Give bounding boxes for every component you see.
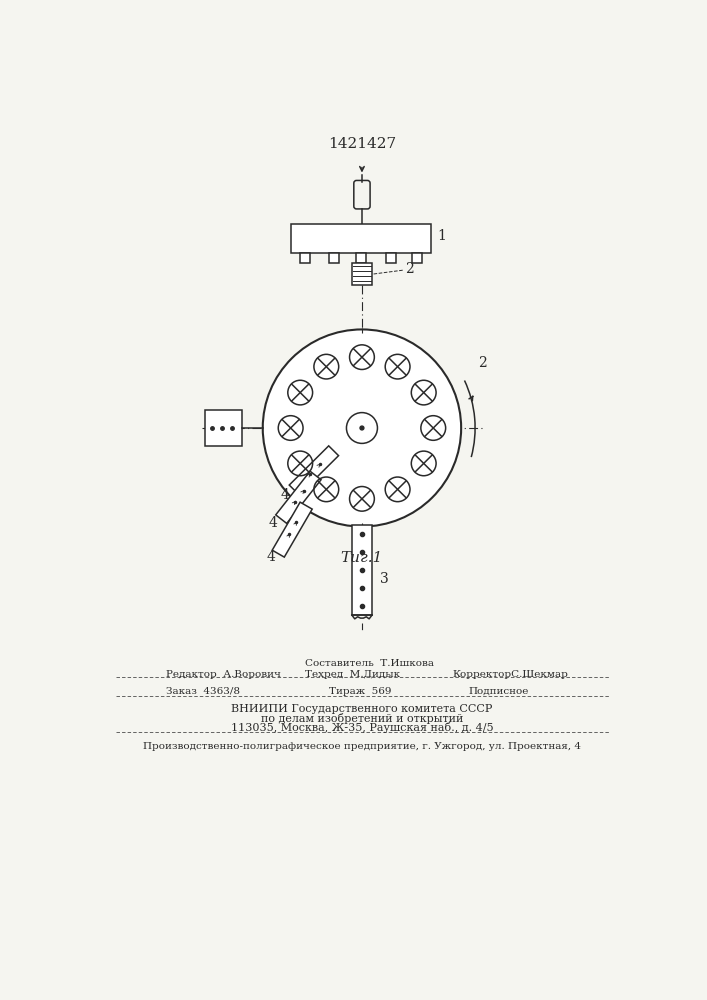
Text: Техред  М.Дидык: Техред М.Дидык [305, 670, 400, 679]
Text: 4: 4 [269, 516, 277, 530]
Text: КорректорС.Шекмар: КорректорС.Шекмар [452, 670, 568, 679]
Text: 1: 1 [437, 229, 446, 243]
Circle shape [346, 413, 378, 443]
Text: Редактор  А.Ворович: Редактор А.Ворович [166, 670, 281, 679]
Text: 2: 2 [404, 262, 414, 276]
Text: Тираж  569: Тираж 569 [329, 687, 391, 696]
Circle shape [263, 329, 461, 527]
Text: ВНИИПИ Государственного комитета СССР: ВНИИПИ Государственного комитета СССР [231, 704, 493, 714]
Bar [329, 253, 339, 263]
Bar [385, 253, 396, 263]
Text: по делам изобретений и открытий: по делам изобретений и открытий [261, 713, 463, 724]
Bar [356, 253, 366, 263]
Text: Производственно-полиграфическое предприятие, г. Ужгород, ул. Проектная, 4: Производственно-полиграфическое предприя… [143, 742, 581, 751]
Bar [352, 525, 372, 615]
Bar [412, 253, 422, 263]
Text: 1421427: 1421427 [328, 137, 396, 151]
Text: Τиг.1: Τиг.1 [341, 551, 383, 565]
Bar [291, 224, 431, 253]
Polygon shape [272, 502, 312, 557]
Circle shape [360, 426, 364, 430]
Text: 3: 3 [380, 572, 389, 586]
Text: Заказ  4363/8: Заказ 4363/8 [166, 687, 240, 696]
Text: 4: 4 [266, 550, 275, 564]
Polygon shape [289, 446, 339, 495]
Text: Подписное: Подписное [468, 687, 529, 696]
Polygon shape [276, 471, 321, 523]
Bar [300, 253, 310, 263]
Text: 2: 2 [478, 356, 487, 370]
Bar [204, 410, 242, 446]
Text: 4: 4 [281, 488, 290, 502]
Text: 113035, Москва, Ж-35, Раушская наб., д. 4/5: 113035, Москва, Ж-35, Раушская наб., д. … [230, 722, 493, 733]
Bar [352, 263, 372, 285]
Text: Составитель  Т.Ишкова: Составитель Т.Ишкова [305, 659, 434, 668]
